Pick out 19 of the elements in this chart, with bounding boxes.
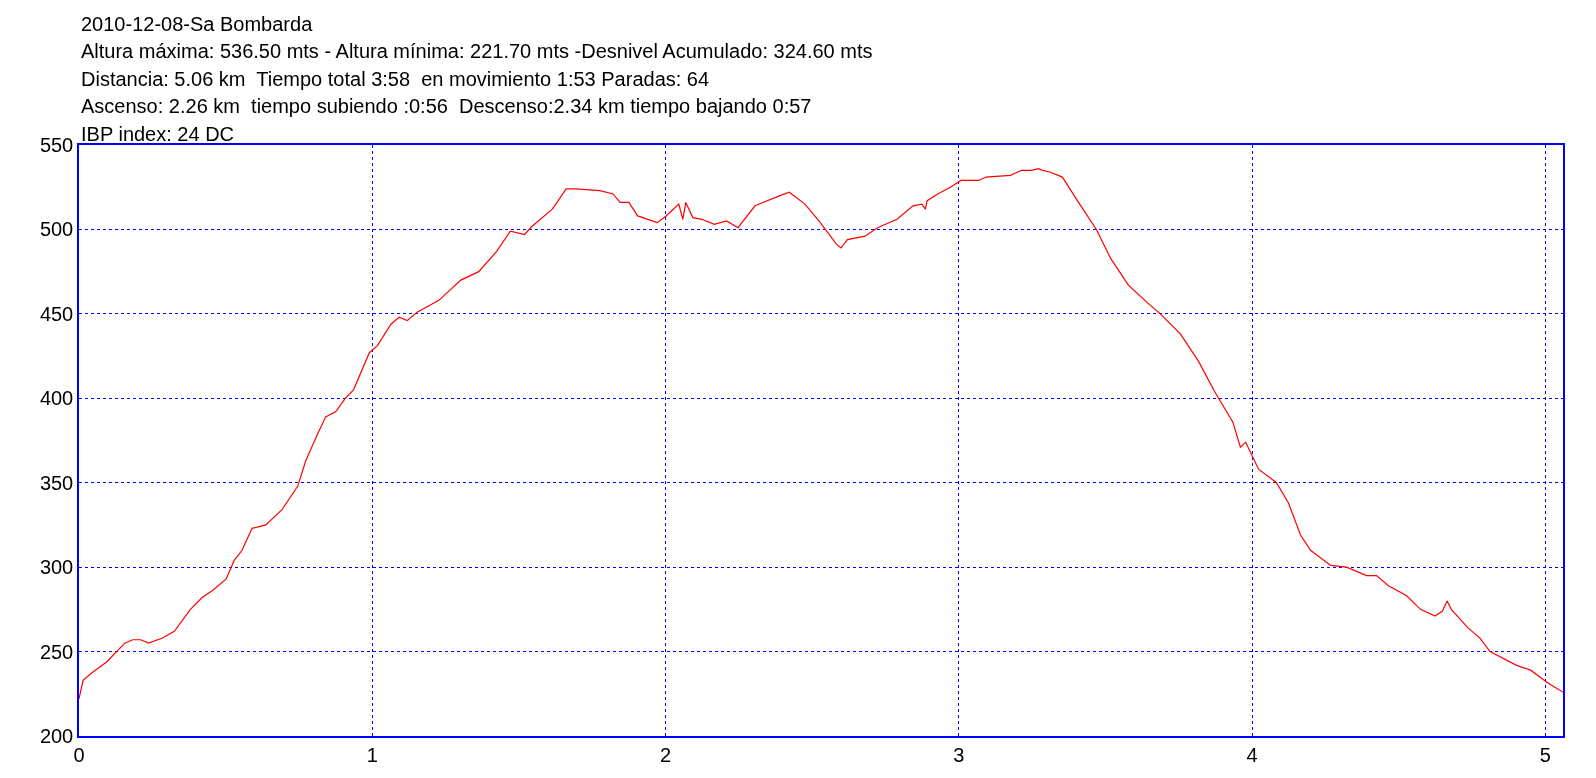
x-tick-label: 5 [1539, 743, 1551, 766]
y-tick-label: 300 [39, 556, 74, 579]
text: Ascenso: 2.26 km tiempo subiendo :0:56 Descenso:2.34 km tiempo bajando 0:57 [81, 95, 812, 117]
annotation: IBP index: 24 DC [81, 123, 235, 145]
y-tick-label: 450 [39, 302, 74, 325]
x-tick-label: 3 [953, 743, 965, 766]
x-tick-label: 4 [1246, 743, 1258, 766]
text: Distancia: 5.06 km Tiempo total 3:58 en movimiento 1:53 Paradas: 64 [81, 68, 710, 90]
x-tick-label: 2 [660, 743, 672, 766]
x-tick-label: 1 [366, 743, 378, 766]
x-tick-label: 0 [73, 743, 85, 766]
y-tick-label: 500 [39, 218, 74, 241]
y-tick-label: 400 [39, 387, 74, 410]
text: Altura máxima: 536.50 mts - Altura mínima: 221.70 mts -Desnivel Acumulado: 324.60 mts [81, 40, 873, 62]
y-tick-label: 550 [39, 134, 74, 156]
chart-title: 2010-12-08-Sa Bombarda [81, 13, 314, 35]
y-tick-label: 250 [39, 640, 74, 663]
y-tick-label: 350 [39, 471, 74, 494]
y-tick-label: 200 [39, 725, 74, 747]
